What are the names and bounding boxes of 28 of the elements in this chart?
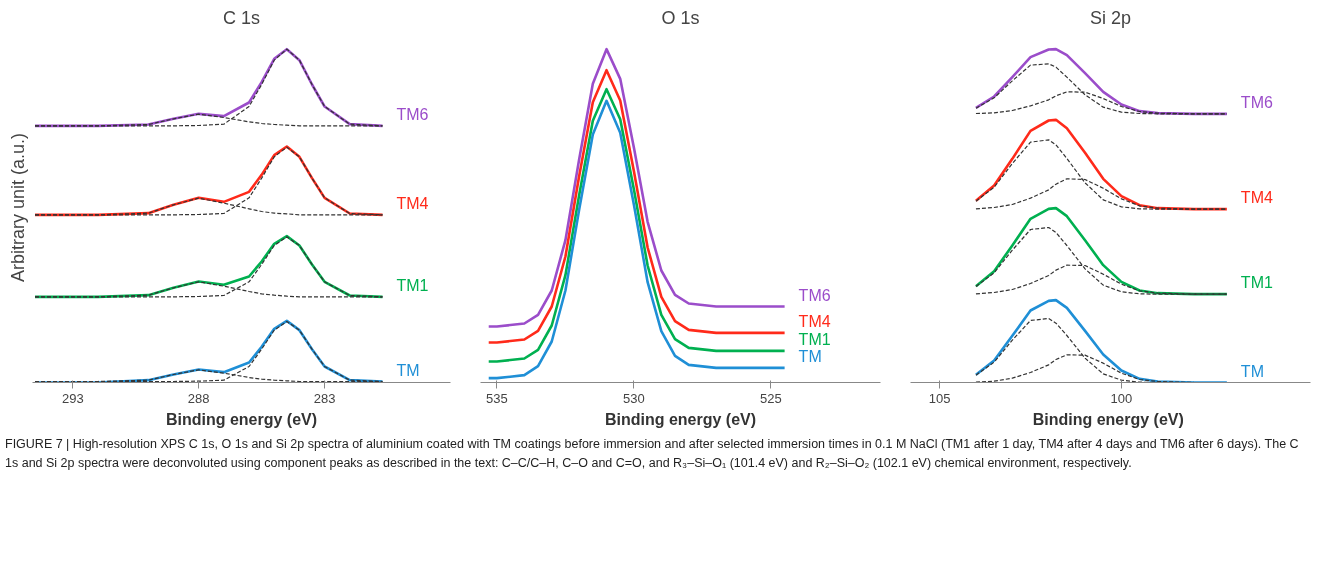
x-tick-label: 100 bbox=[1110, 390, 1133, 406]
x-axis-title: Binding energy (eV) bbox=[604, 410, 757, 428]
x-axis-title: Binding energy (eV) bbox=[165, 410, 318, 428]
series-label: TM1 bbox=[396, 276, 429, 294]
chart-title: Si 2p bbox=[1089, 7, 1132, 28]
chart-title: O 1s bbox=[661, 7, 700, 28]
series-label: TM bbox=[396, 361, 420, 379]
series-label: TM1 bbox=[798, 330, 831, 348]
chart-title: C 1s bbox=[222, 7, 261, 28]
series-label: TM4 bbox=[798, 312, 831, 330]
series-label: TM6 bbox=[396, 105, 429, 123]
series-label: TM4 bbox=[396, 194, 429, 212]
x-tick-label: 105 bbox=[928, 390, 951, 406]
series-label: TM bbox=[798, 347, 822, 365]
caption: FIGURE 7 | High-resolution XPS C 1s, O 1s and Si 2p spectra of aluminium coated with TM coatings before immersion and after selected immersion times in 0.1 M NaCl (TM1 after 1 day, TM4 after 4 days and TM6 after 6 days). The C 1s and Si 2p spectra were deconvoluted using component peaks as described in the text: C–C/C–H, C–O and C=O, and R₃–Si–O₁ (101.4 eV) and R₂–Si–O₂ (102.1 eV) chemical environment, respectively. bbox=[5, 436, 1300, 472]
series-label: TM6 bbox=[1240, 93, 1273, 111]
y-axis-title: Arbitrary unit (a.u.) bbox=[7, 132, 28, 283]
x-tick-label: 530 bbox=[623, 390, 645, 406]
x-tick-label: 293 bbox=[61, 390, 84, 406]
x-axis-title: Binding energy (eV) bbox=[1032, 410, 1184, 428]
series-label: TM6 bbox=[798, 286, 831, 304]
series-label: TM4 bbox=[1240, 189, 1273, 207]
x-tick-label: 288 bbox=[187, 390, 210, 406]
x-tick-label: 525 bbox=[760, 390, 782, 406]
x-tick-label: 283 bbox=[313, 390, 336, 406]
series-label: TM1 bbox=[1240, 274, 1273, 292]
series-label: TM bbox=[1240, 362, 1264, 380]
x-tick-label: 535 bbox=[486, 390, 508, 406]
